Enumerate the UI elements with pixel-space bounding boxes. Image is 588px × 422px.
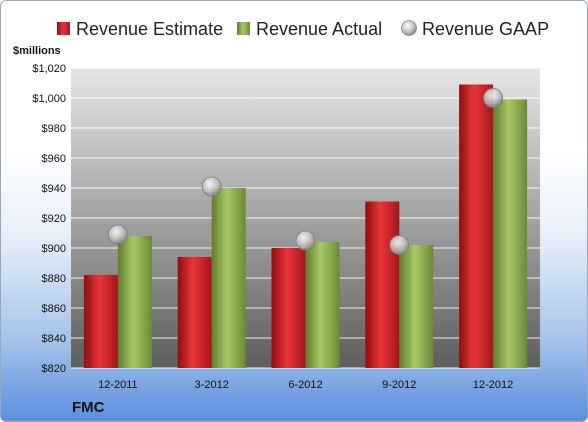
actual-bar (399, 245, 434, 368)
gaap-marker (295, 230, 316, 251)
actual-bar (117, 236, 152, 368)
legend: Revenue Estimate Revenue Actual Revenue … (57, 19, 549, 39)
x-category-label: 12-2012 (473, 379, 513, 391)
estimate-bar (177, 257, 212, 368)
legend-label-actual: Revenue Actual (256, 19, 382, 39)
y-tick-label: $900 (42, 243, 66, 255)
estimate-bar (83, 275, 118, 368)
y-tick-label: $920 (42, 213, 66, 225)
y-tick-label: $880 (42, 273, 66, 285)
y-axis-ticks: $820 $840 $860 $880 $900 $920 $940 $960 $980 $1,0… (32, 63, 66, 375)
gaap-marker (108, 224, 128, 245)
y-tick-label: $860 (42, 303, 66, 315)
legend-marker-gaap (401, 20, 417, 36)
x-axis-categories: 12-2011 3-2012 6-2012 9-2012 12-2012 (98, 379, 513, 391)
x-category-label: 12-2011 (98, 379, 138, 391)
bars (83, 84, 528, 368)
y-tick-label: $840 (42, 333, 66, 345)
legend-item-estimate: Revenue Estimate (57, 19, 223, 39)
y-tick-label: $1,000 (32, 93, 66, 105)
y-tick-label: $940 (42, 183, 66, 195)
gaap-markers (108, 88, 504, 255)
estimate-bar (271, 248, 306, 368)
x-category-label: 3-2012 (195, 379, 229, 391)
y-tick-label: $820 (42, 363, 66, 375)
actual-bar (493, 99, 528, 368)
gaap-marker (483, 88, 504, 108)
y-axis-unit-label: $millions (13, 45, 61, 57)
actual-bar (211, 188, 246, 368)
y-tick-label: $1,020 (32, 63, 66, 75)
company-label: FMC (72, 399, 105, 416)
legend-swatch-actual (237, 22, 250, 35)
legend-swatch-estimate (57, 22, 70, 35)
gaap-marker (389, 235, 410, 255)
estimate-bar (459, 84, 494, 368)
x-category-label: 9-2012 (382, 379, 416, 391)
actual-bar (305, 242, 340, 368)
legend-item-gaap: Revenue GAAP (401, 19, 549, 39)
estimate-bar (365, 201, 400, 368)
gaap-marker (201, 176, 222, 197)
legend-label-gaap: Revenue GAAP (422, 19, 549, 39)
y-tick-label: $960 (42, 153, 66, 165)
legend-label-estimate: Revenue Estimate (76, 19, 223, 39)
x-category-label: 6-2012 (288, 379, 322, 391)
y-tick-label: $980 (42, 123, 66, 135)
legend-item-actual: Revenue Actual (237, 19, 382, 39)
